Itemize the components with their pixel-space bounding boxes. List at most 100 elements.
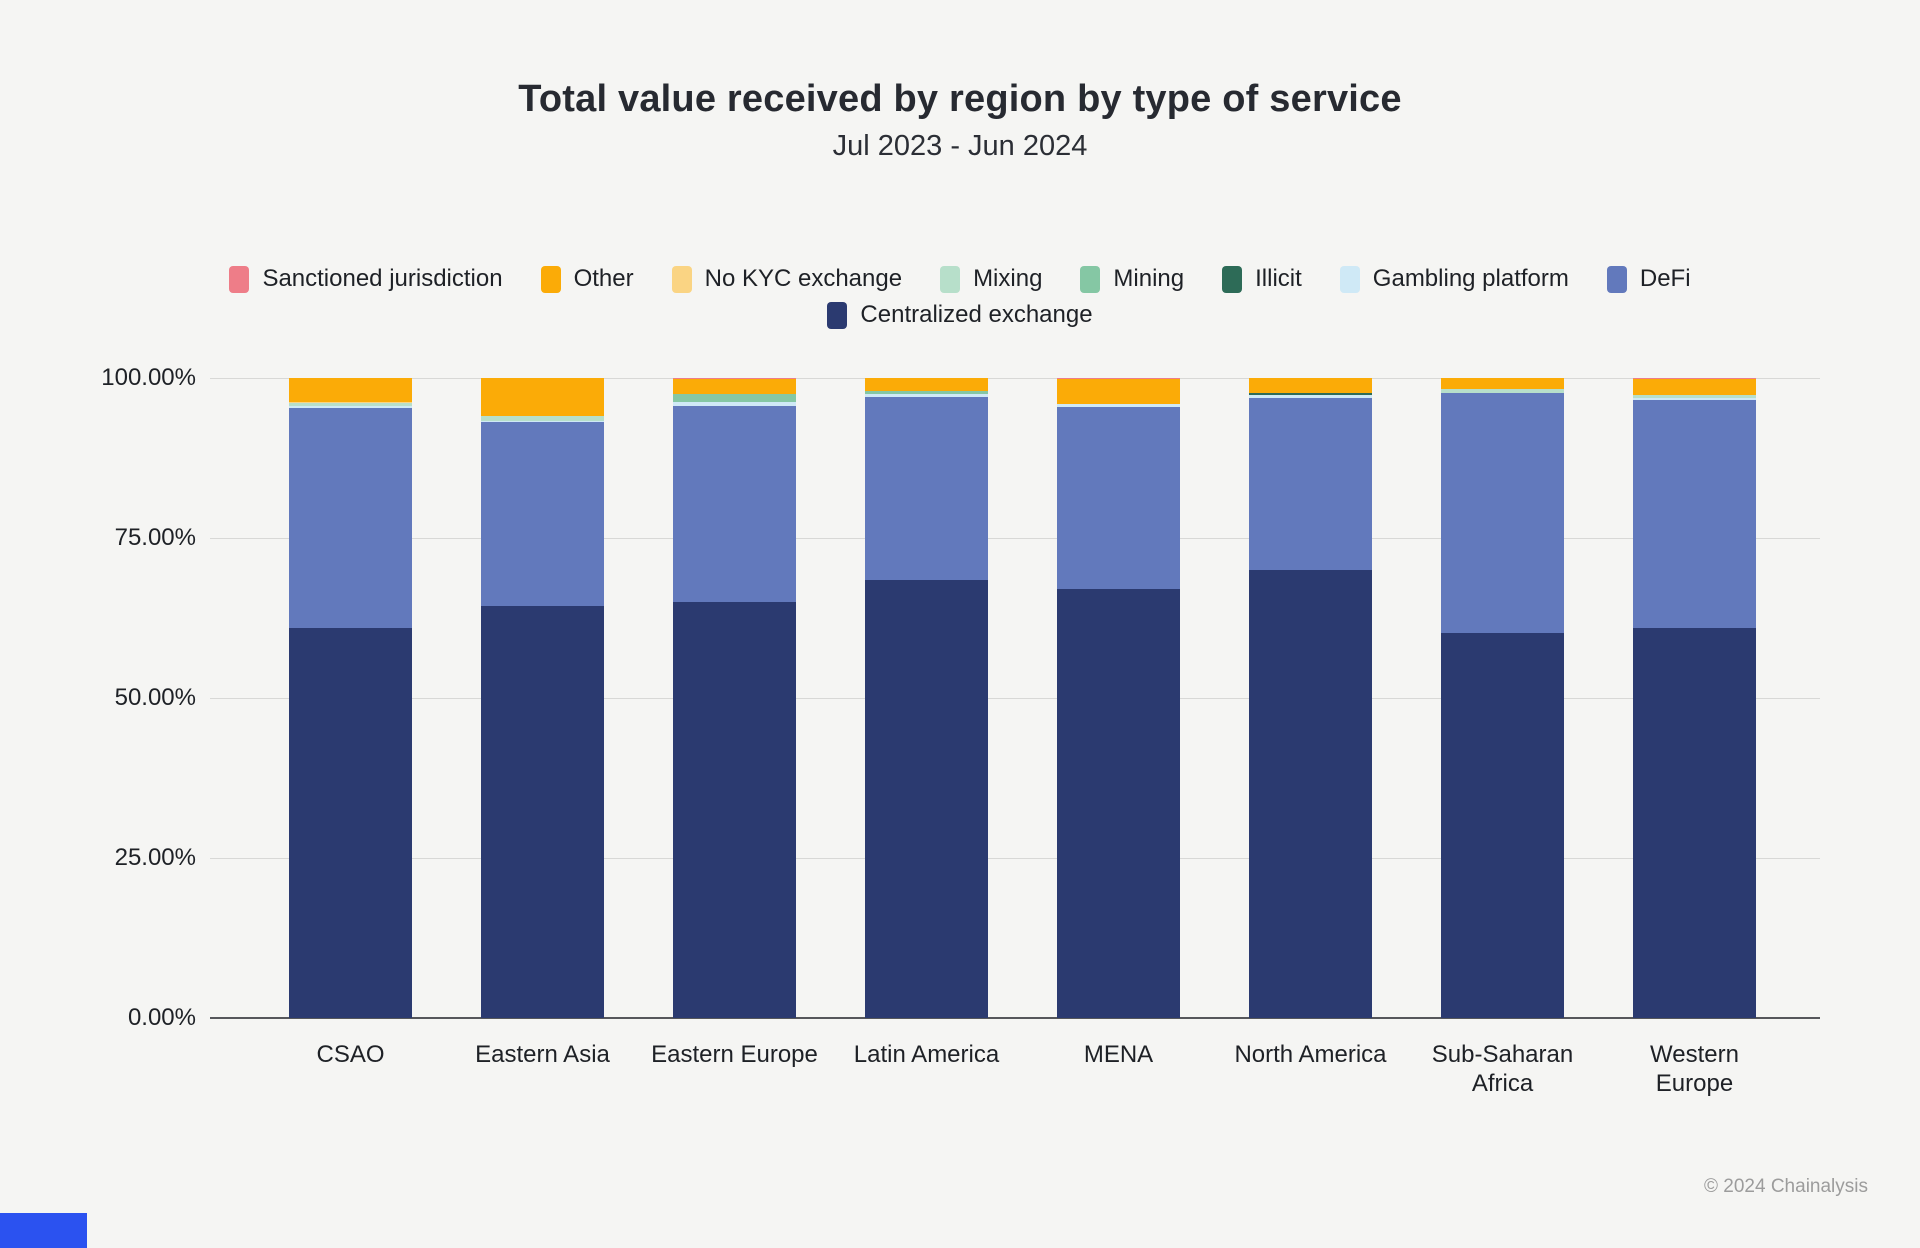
segment-sub-saharan-africa-mixing	[1441, 388, 1564, 393]
segment-csao-gambling-platform	[289, 405, 412, 409]
segment-western-europe-centralized-exchange	[1633, 628, 1756, 1018]
segment-western-europe-other	[1633, 379, 1756, 396]
segment-eastern-europe-centralized-exchange	[673, 602, 796, 1018]
gridline-100	[210, 378, 1820, 379]
legend-row-1: Sanctioned jurisdiction Other No KYC excha…	[229, 265, 1691, 293]
y-tick-label-100: 100.00%	[101, 364, 196, 391]
gridline-50	[210, 698, 1820, 699]
legend-label-other: Other	[573, 265, 634, 292]
x-tick-label-latin-america: Latin America	[853, 1041, 1000, 1068]
segment-eastern-europe-mining	[673, 394, 796, 402]
segment-mena-centralized-exchange	[1057, 589, 1180, 1018]
x-tick-label-mena: MENA	[1083, 1041, 1154, 1068]
plot-area: 0.00% 25.00% 50.00% 75.00% 100.00% CSAO Easter…	[101, 364, 1820, 1097]
segment-mena-gambling-platform	[1057, 404, 1180, 408]
segment-western-europe-defi	[1633, 399, 1756, 629]
segment-north-america-illicit	[1249, 393, 1372, 396]
brand-logo-block	[0, 1213, 87, 1248]
legend-swatch-centralized-exchange	[827, 301, 848, 329]
legend-item-sanctioned-jurisdiction: Sanctioned jurisdiction	[229, 265, 503, 293]
segment-western-europe-gambling-platform	[1633, 397, 1756, 400]
segment-eastern-europe-defi	[673, 405, 796, 602]
segment-eastern-asia-defi	[481, 421, 604, 606]
bar-csao	[289, 378, 412, 1018]
segment-eastern-europe-other	[673, 379, 796, 394]
legend-item-illicit: Illicit	[1222, 265, 1302, 293]
copyright-credit: © 2024 Chainalysis	[1704, 1176, 1868, 1197]
x-tick-label-csao: CSAO	[316, 1041, 385, 1068]
segment-sub-saharan-africa-centralized-exchange	[1441, 632, 1564, 1018]
y-tick-label-50: 50.00%	[114, 684, 196, 711]
segment-north-america-defi	[1249, 397, 1372, 570]
bar-sub-saharan-africa	[1441, 378, 1564, 1018]
x-tick-label-sub-saharan-africa: Sub-Saharan Africa	[1431, 1041, 1574, 1097]
x-tick-label-eastern-europe: Eastern Europe	[651, 1041, 818, 1068]
segment-eastern-europe-sanctioned-jurisdiction	[673, 378, 796, 380]
legend-item-defi: DeFi	[1606, 265, 1691, 293]
segment-eastern-asia-mixing	[481, 416, 604, 421]
bar-eastern-europe	[673, 378, 796, 1018]
legend-item-gambling-platform: Gambling platform	[1339, 265, 1569, 293]
segment-eastern-asia-centralized-exchange	[481, 605, 604, 1018]
bar-mena	[1057, 378, 1180, 1018]
gridline-25	[210, 858, 1820, 859]
segment-mena-other	[1057, 379, 1180, 405]
legend-item-centralized-exchange: Centralized exchange	[827, 301, 1093, 329]
legend-item-mixing: Mixing	[940, 265, 1042, 293]
legend-swatch-no-kyc-exchange	[671, 265, 692, 293]
x-tick-label-north-america: North America	[1234, 1041, 1387, 1068]
segment-latin-america-mining	[865, 390, 988, 394]
legend-swatch-sanctioned-jurisdiction	[229, 265, 250, 293]
legend-item-mining: Mining	[1080, 265, 1184, 293]
chart-legend: Sanctioned jurisdiction Other No KYC excha…	[0, 265, 1920, 329]
y-tick-label-0: 0.00%	[127, 1004, 196, 1031]
segment-csao-centralized-exchange	[289, 628, 412, 1018]
segment-csao-no-kyc-exchange	[289, 401, 412, 403]
legend-swatch-gambling-platform	[1339, 265, 1360, 293]
bar-western-europe	[1633, 378, 1756, 1018]
bar-eastern-asia	[481, 378, 604, 1018]
segment-sub-saharan-africa-defi	[1441, 392, 1564, 633]
segment-north-america-gambling-platform	[1249, 395, 1372, 398]
segment-western-europe-mixing	[1633, 395, 1756, 398]
chart-subtitle: Jul 2023 - Jun 2024	[832, 130, 1088, 162]
legend-swatch-illicit	[1222, 265, 1243, 293]
gridline-75	[210, 538, 1820, 539]
legend-label-defi: DeFi	[1639, 265, 1691, 292]
segment-mena-defi	[1057, 407, 1180, 590]
segment-latin-america-gambling-platform	[865, 394, 988, 397]
legend-swatch-mining	[1080, 265, 1101, 293]
segment-latin-america-other	[865, 378, 988, 391]
bar-north-america	[1249, 378, 1372, 1018]
legend-swatch-mixing	[940, 265, 961, 293]
chart-title: Total value received by region by type o…	[518, 78, 1402, 120]
segment-eastern-europe-gambling-platform	[673, 401, 796, 406]
segment-sub-saharan-africa-other	[1441, 378, 1564, 389]
legend-item-other: Other	[540, 265, 634, 293]
segment-csao-mixing	[289, 402, 412, 406]
legend-label-mixing: Mixing	[973, 265, 1043, 292]
y-tick-label-25: 25.00%	[114, 844, 196, 871]
legend-label-mining: Mining	[1113, 265, 1185, 292]
legend-label-no-kyc-exchange: No KYC exchange	[704, 265, 903, 292]
legend-row-2: Centralized exchange	[827, 301, 1093, 329]
legend-label-centralized-exchange: Centralized exchange	[860, 301, 1093, 328]
x-tick-label-eastern-asia: Eastern Asia	[475, 1041, 610, 1068]
y-tick-label-75: 75.00%	[114, 524, 196, 551]
segment-mena-sanctioned-jurisdiction	[1057, 378, 1180, 380]
segment-north-america-centralized-exchange	[1249, 570, 1372, 1018]
segment-latin-america-defi	[865, 396, 988, 580]
segment-north-america-other	[1249, 378, 1372, 394]
segment-csao-other	[289, 378, 412, 402]
legend-label-gambling-platform: Gambling platform	[1372, 265, 1569, 292]
x-axis-line	[210, 1017, 1820, 1019]
segment-eastern-asia-other	[481, 378, 604, 417]
segment-latin-america-centralized-exchange	[865, 579, 988, 1018]
segment-western-europe-sanctioned-jurisdiction	[1633, 378, 1756, 380]
legend-swatch-defi	[1606, 265, 1627, 293]
x-tick-label-western-europe: Western Europe	[1650, 1041, 1739, 1097]
bar-latin-america	[865, 378, 988, 1018]
legend-swatch-other	[540, 265, 561, 293]
legend-label-sanctioned-jurisdiction: Sanctioned jurisdiction	[262, 265, 503, 292]
segment-csao-defi	[289, 408, 412, 629]
